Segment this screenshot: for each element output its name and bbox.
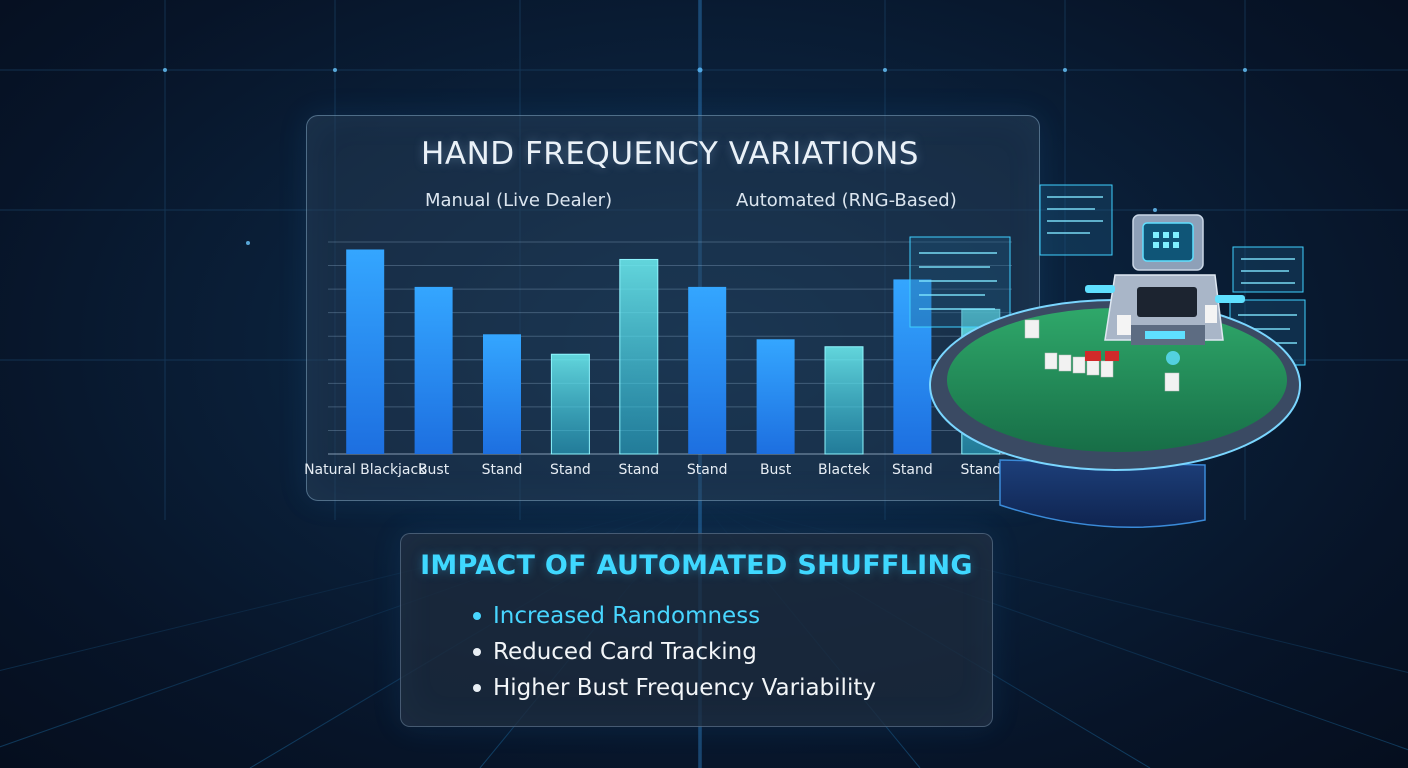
x-tick-label: Stand xyxy=(892,462,933,478)
bar-4 xyxy=(619,258,659,455)
impact-item-increased-randomness: Increased Randomness xyxy=(473,598,876,634)
x-tick-label: Bust xyxy=(760,462,792,478)
impact-item-text: Increased Randomness xyxy=(493,603,761,629)
chart-title: HAND FREQUENCY VARIATIONS xyxy=(421,136,919,172)
x-tick-label: Blactek xyxy=(818,462,871,478)
shuffler-machine-icon xyxy=(909,184,1306,528)
group-label-manual: Manual (Live Dealer) xyxy=(425,190,613,211)
impact-item-text: Higher Bust Frequency Variability xyxy=(493,675,876,701)
bar-6 xyxy=(756,339,795,454)
bar-1 xyxy=(414,286,453,454)
bar-3 xyxy=(550,353,590,455)
impact-panel xyxy=(400,533,993,727)
chart-bars xyxy=(346,249,1001,455)
bullet-icon xyxy=(473,684,481,692)
x-tick-label: Natural Blackjack xyxy=(304,462,427,478)
bar-0 xyxy=(346,249,385,454)
x-tick-label: Stand xyxy=(618,462,659,478)
x-tick-label: Bust xyxy=(418,462,450,478)
x-tick-label: Stand xyxy=(687,462,728,478)
impact-list: Increased Randomness Reduced Card Tracki… xyxy=(473,598,876,706)
bullet-icon xyxy=(473,612,481,620)
bar-7 xyxy=(824,346,864,455)
bar-5 xyxy=(688,286,727,454)
group-label-automated: Automated (RNG-Based) xyxy=(736,190,957,211)
impact-item-bust-variability: Higher Bust Frequency Variability xyxy=(473,670,876,706)
bullet-icon xyxy=(473,648,481,656)
bar-2 xyxy=(483,334,521,454)
x-tick-label: Stand xyxy=(550,462,591,478)
impact-item-text: Reduced Card Tracking xyxy=(493,639,757,665)
impact-title: IMPACT OF AUTOMATED SHUFFLING xyxy=(420,550,973,581)
impact-item-reduced-card-tracking: Reduced Card Tracking xyxy=(473,634,876,670)
x-tick-label: Stand xyxy=(482,462,523,478)
x-tick-label: Stand xyxy=(960,462,1001,478)
